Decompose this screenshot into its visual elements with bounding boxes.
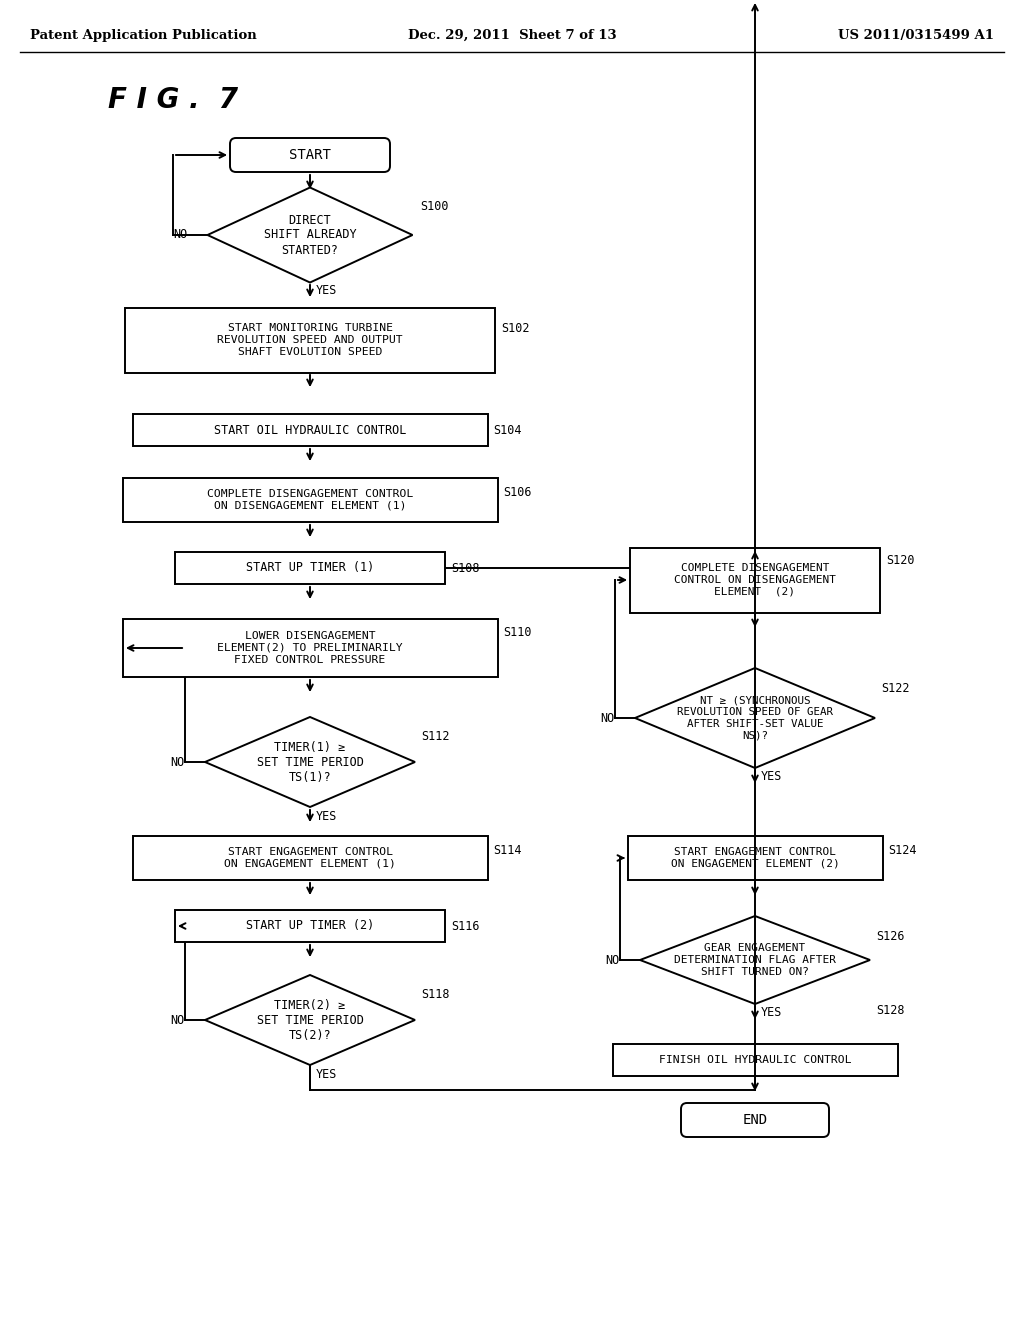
Text: NT ≥ (SYNCHRONOUS
REVOLUTION SPEED OF GEAR
AFTER SHIFT-SET VALUE
NS)?: NT ≥ (SYNCHRONOUS REVOLUTION SPEED OF GE… <box>677 696 833 741</box>
Text: YES: YES <box>316 1068 337 1081</box>
Bar <box>175 552 445 583</box>
FancyBboxPatch shape <box>681 1104 829 1137</box>
Text: S124: S124 <box>888 843 916 857</box>
Text: S104: S104 <box>493 424 521 437</box>
Text: COMPLETE DISENGAGEMENT
CONTROL ON DISENGAGEMENT
ELEMENT  (2): COMPLETE DISENGAGEMENT CONTROL ON DISENG… <box>674 564 836 597</box>
Text: TIMER(1) ≥
SET TIME PERIOD
TS(1)?: TIMER(1) ≥ SET TIME PERIOD TS(1)? <box>257 741 364 784</box>
Bar <box>125 308 495 372</box>
Text: Patent Application Publication: Patent Application Publication <box>30 29 257 41</box>
Text: START MONITORING TURBINE
REVOLUTION SPEED AND OUTPUT
SHAFT EVOLUTION SPEED: START MONITORING TURBINE REVOLUTION SPEE… <box>217 323 402 356</box>
Text: S118: S118 <box>421 989 450 1002</box>
Text: GEAR ENGAGEMENT
DETERMINATION FLAG AFTER
SHIFT TURNED ON?: GEAR ENGAGEMENT DETERMINATION FLAG AFTER… <box>674 944 836 977</box>
Bar <box>175 909 445 942</box>
Bar <box>132 414 487 446</box>
Text: START: START <box>289 148 331 162</box>
Text: S112: S112 <box>421 730 450 743</box>
Text: START OIL HYDRAULIC CONTROL: START OIL HYDRAULIC CONTROL <box>214 424 407 437</box>
Text: COMPLETE DISENGAGEMENT CONTROL
ON DISENGAGEMENT ELEMENT (1): COMPLETE DISENGAGEMENT CONTROL ON DISENG… <box>207 490 413 511</box>
Text: START UP TIMER (1): START UP TIMER (1) <box>246 561 374 574</box>
Bar <box>123 478 498 521</box>
Text: TIMER(2) ≥
SET TIME PERIOD
TS(2)?: TIMER(2) ≥ SET TIME PERIOD TS(2)? <box>257 998 364 1041</box>
Bar <box>630 548 880 612</box>
Polygon shape <box>208 187 413 282</box>
Polygon shape <box>640 916 870 1005</box>
Text: DIRECT
SHIFT ALREADY
STARTED?: DIRECT SHIFT ALREADY STARTED? <box>264 214 356 256</box>
Text: START UP TIMER (2): START UP TIMER (2) <box>246 920 374 932</box>
Text: S122: S122 <box>881 681 909 694</box>
Text: FINISH OIL HYDRAULIC CONTROL: FINISH OIL HYDRAULIC CONTROL <box>658 1055 851 1065</box>
Bar <box>612 1044 897 1076</box>
Text: US 2011/0315499 A1: US 2011/0315499 A1 <box>838 29 994 41</box>
Text: YES: YES <box>761 1006 782 1019</box>
Text: S114: S114 <box>493 843 521 857</box>
Text: S116: S116 <box>451 920 479 932</box>
Text: S102: S102 <box>501 322 529 334</box>
Text: NO: NO <box>170 1014 184 1027</box>
Text: S126: S126 <box>876 929 904 942</box>
Text: NO: NO <box>173 228 187 242</box>
Text: S120: S120 <box>886 553 914 566</box>
Polygon shape <box>205 717 415 807</box>
Text: S128: S128 <box>876 1003 904 1016</box>
Text: Dec. 29, 2011  Sheet 7 of 13: Dec. 29, 2011 Sheet 7 of 13 <box>408 29 616 41</box>
Text: S110: S110 <box>503 627 531 639</box>
Text: NO: NO <box>605 953 620 966</box>
Text: F I G .  7: F I G . 7 <box>108 86 238 114</box>
Bar <box>628 836 883 880</box>
Bar <box>123 619 498 677</box>
Text: YES: YES <box>316 809 337 822</box>
Polygon shape <box>635 668 874 768</box>
FancyBboxPatch shape <box>230 139 390 172</box>
Text: START ENGAGEMENT CONTROL
ON ENGAGEMENT ELEMENT (2): START ENGAGEMENT CONTROL ON ENGAGEMENT E… <box>671 847 840 869</box>
Text: YES: YES <box>316 285 337 297</box>
Text: S106: S106 <box>503 486 531 499</box>
Text: S100: S100 <box>420 201 449 214</box>
Text: LOWER DISENGAGEMENT
ELEMENT(2) TO PRELIMINARILY
FIXED CONTROL PRESSURE: LOWER DISENGAGEMENT ELEMENT(2) TO PRELIM… <box>217 631 402 664</box>
Text: S108: S108 <box>451 561 479 574</box>
Text: START ENGAGEMENT CONTROL
ON ENGAGEMENT ELEMENT (1): START ENGAGEMENT CONTROL ON ENGAGEMENT E… <box>224 847 396 869</box>
Text: NO: NO <box>170 755 184 768</box>
Text: END: END <box>742 1113 768 1127</box>
Text: NO: NO <box>600 711 614 725</box>
Bar <box>132 836 487 880</box>
Polygon shape <box>205 975 415 1065</box>
Text: YES: YES <box>761 771 782 784</box>
